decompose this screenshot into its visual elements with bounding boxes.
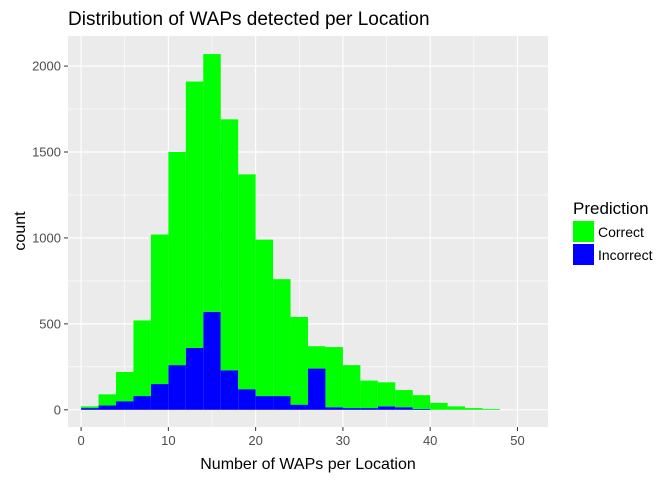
y-axis-title: count bbox=[12, 211, 29, 251]
bar-correct bbox=[430, 402, 448, 410]
bar-correct bbox=[482, 408, 500, 410]
bar-incorrect bbox=[133, 396, 151, 410]
legend-title: Prediction bbox=[573, 199, 649, 218]
bar-correct bbox=[342, 365, 361, 409]
bar-incorrect bbox=[98, 405, 116, 410]
bar-correct bbox=[220, 119, 239, 371]
bar-correct bbox=[168, 152, 186, 366]
bar-correct bbox=[325, 347, 343, 408]
bar-incorrect bbox=[185, 347, 204, 410]
bar-incorrect bbox=[273, 396, 291, 410]
legend-label-incorrect: Incorrect bbox=[598, 247, 653, 263]
y-tick-label: 500 bbox=[39, 316, 61, 331]
x-axis: 0 10 20 30 40 50 bbox=[77, 427, 525, 448]
bar-incorrect bbox=[255, 396, 274, 410]
bar-correct bbox=[465, 408, 483, 410]
y-tick-label: 2000 bbox=[32, 59, 61, 74]
bar-incorrect bbox=[342, 408, 361, 410]
x-tick-label: 50 bbox=[510, 433, 524, 448]
bar-correct bbox=[412, 395, 431, 409]
y-tick-label: 0 bbox=[54, 402, 61, 417]
x-tick-label: 10 bbox=[161, 433, 175, 448]
bar-correct bbox=[98, 394, 116, 406]
bar-incorrect bbox=[377, 406, 396, 410]
bar-correct bbox=[150, 234, 169, 385]
bar-correct bbox=[203, 54, 221, 312]
legend-key-correct bbox=[573, 221, 594, 242]
bar-incorrect bbox=[150, 384, 169, 410]
legend-label-correct: Correct bbox=[598, 224, 644, 240]
x-tick-label: 30 bbox=[336, 433, 350, 448]
bar-incorrect bbox=[290, 404, 308, 410]
bar-incorrect bbox=[395, 407, 413, 410]
bar-incorrect bbox=[81, 408, 99, 410]
bar-incorrect bbox=[325, 407, 343, 410]
y-axis: 0 500 1000 1500 2000 bbox=[32, 59, 68, 417]
x-axis-title: Number of WAPs per Location bbox=[200, 456, 416, 473]
legend-key-incorrect bbox=[573, 244, 594, 265]
bar-incorrect bbox=[308, 368, 326, 410]
bar-incorrect bbox=[360, 408, 378, 410]
bar-correct bbox=[360, 380, 378, 409]
bar-correct bbox=[81, 406, 99, 409]
bar-correct bbox=[290, 317, 308, 405]
bar-correct bbox=[238, 174, 256, 390]
bar-incorrect bbox=[168, 365, 186, 410]
bar-correct bbox=[133, 320, 151, 397]
bar-correct bbox=[185, 81, 204, 348]
bar-incorrect bbox=[116, 401, 134, 410]
x-tick-label: 0 bbox=[77, 433, 84, 448]
bar-incorrect bbox=[220, 370, 239, 410]
chart-title: Distribution of WAPs detected per Locati… bbox=[68, 9, 430, 30]
bar-correct bbox=[116, 372, 134, 402]
bar-incorrect bbox=[238, 389, 256, 410]
y-tick-label: 1000 bbox=[32, 230, 61, 245]
x-tick-label: 20 bbox=[248, 433, 262, 448]
x-tick-label: 40 bbox=[423, 433, 437, 448]
bars bbox=[81, 54, 500, 410]
bar-incorrect bbox=[412, 408, 431, 410]
bar-correct bbox=[255, 239, 274, 397]
y-tick-label: 1500 bbox=[32, 145, 61, 160]
bar-correct bbox=[273, 279, 291, 397]
bar-correct bbox=[447, 406, 466, 410]
legend: Prediction Correct Incorrect bbox=[573, 199, 653, 265]
bar-correct bbox=[395, 390, 413, 408]
bar-incorrect bbox=[203, 311, 221, 410]
bar-correct bbox=[377, 382, 396, 407]
bar-correct bbox=[308, 346, 326, 369]
